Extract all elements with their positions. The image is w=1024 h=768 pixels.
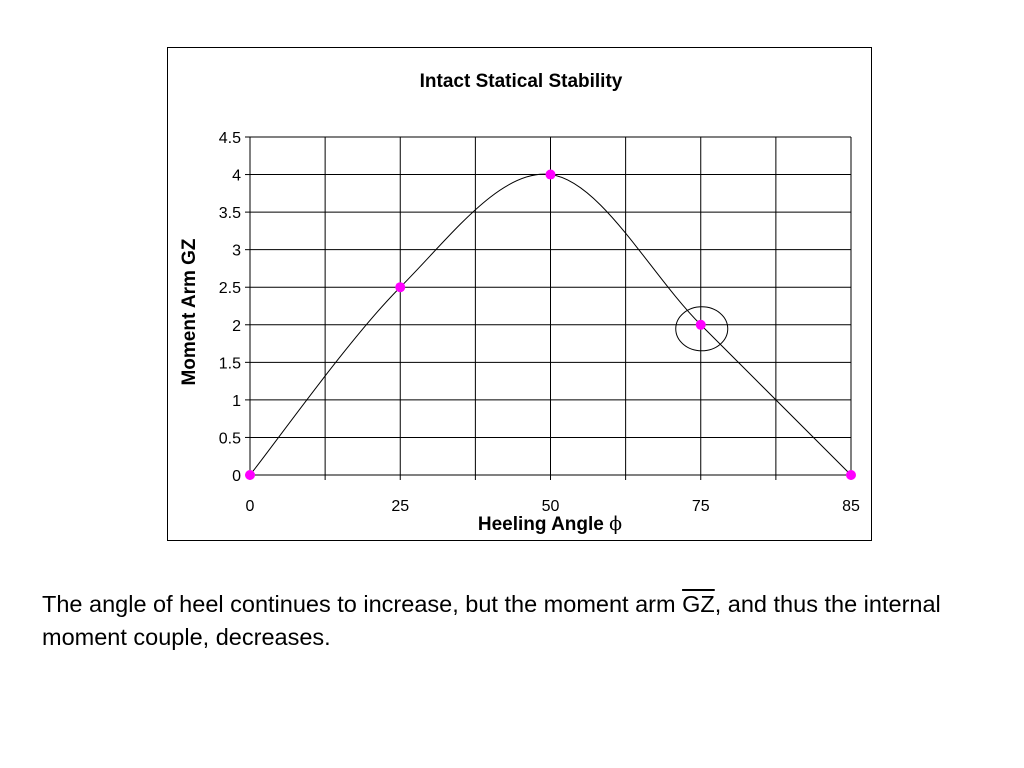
chart-frame: Intact Statical Stability 0 0.5 1 1.5 2 2.5 3 3…: [167, 47, 872, 541]
gz-symbol: GZ: [682, 591, 715, 617]
phi-symbol: ϕ: [609, 513, 622, 535]
caption-text: The angle of heel continues to increase,…: [42, 588, 1002, 654]
y-tick-label: 0.5: [219, 430, 241, 447]
x-axis-label: Heeling Angle ϕ: [478, 513, 622, 535]
x-tick-label: 0: [246, 498, 255, 515]
grid-lines: [249, 136, 852, 476]
chart-svg: Intact Statical Stability 0 0.5 1 1.5 2 2.5 3 3…: [179, 71, 860, 535]
y-tick-label: 3: [232, 243, 241, 260]
data-point: [695, 319, 706, 330]
x-axis-label-text: Heeling Angle: [478, 514, 604, 535]
x-axis-ticks: 0 25 50 75 85: [246, 475, 860, 515]
y-tick-label: 1: [232, 393, 241, 410]
y-tick-label: 2: [232, 318, 241, 335]
data-point: [846, 470, 856, 480]
y-axis-label: Moment Arm GZ: [179, 238, 200, 385]
chart-title: Intact Statical Stability: [420, 71, 623, 92]
data-markers: [245, 169, 856, 480]
y-tick-label: 3.5: [219, 205, 241, 222]
caption-after: , and thus the internal moment couple, d…: [42, 591, 941, 650]
highlight-circle: [675, 306, 729, 352]
caption-before: The angle of heel continues to increase,…: [42, 591, 683, 617]
y-tick-label: 4.5: [219, 130, 241, 147]
y-tick-label: 2.5: [219, 280, 241, 297]
y-tick-label: 1.5: [219, 355, 241, 372]
y-axis-ticks: 0 0.5 1 1.5 2 2.5 3 3.5 4 4.5: [219, 130, 250, 485]
data-point: [245, 470, 255, 480]
y-tick-label: 0: [232, 468, 241, 485]
data-point: [395, 282, 406, 293]
data-point: [545, 169, 556, 180]
x-tick-label: 50: [542, 498, 560, 515]
x-tick-label: 85: [842, 498, 860, 515]
x-tick-label: 75: [692, 498, 710, 515]
y-tick-label: 4: [232, 168, 241, 185]
x-tick-label: 25: [391, 498, 409, 515]
